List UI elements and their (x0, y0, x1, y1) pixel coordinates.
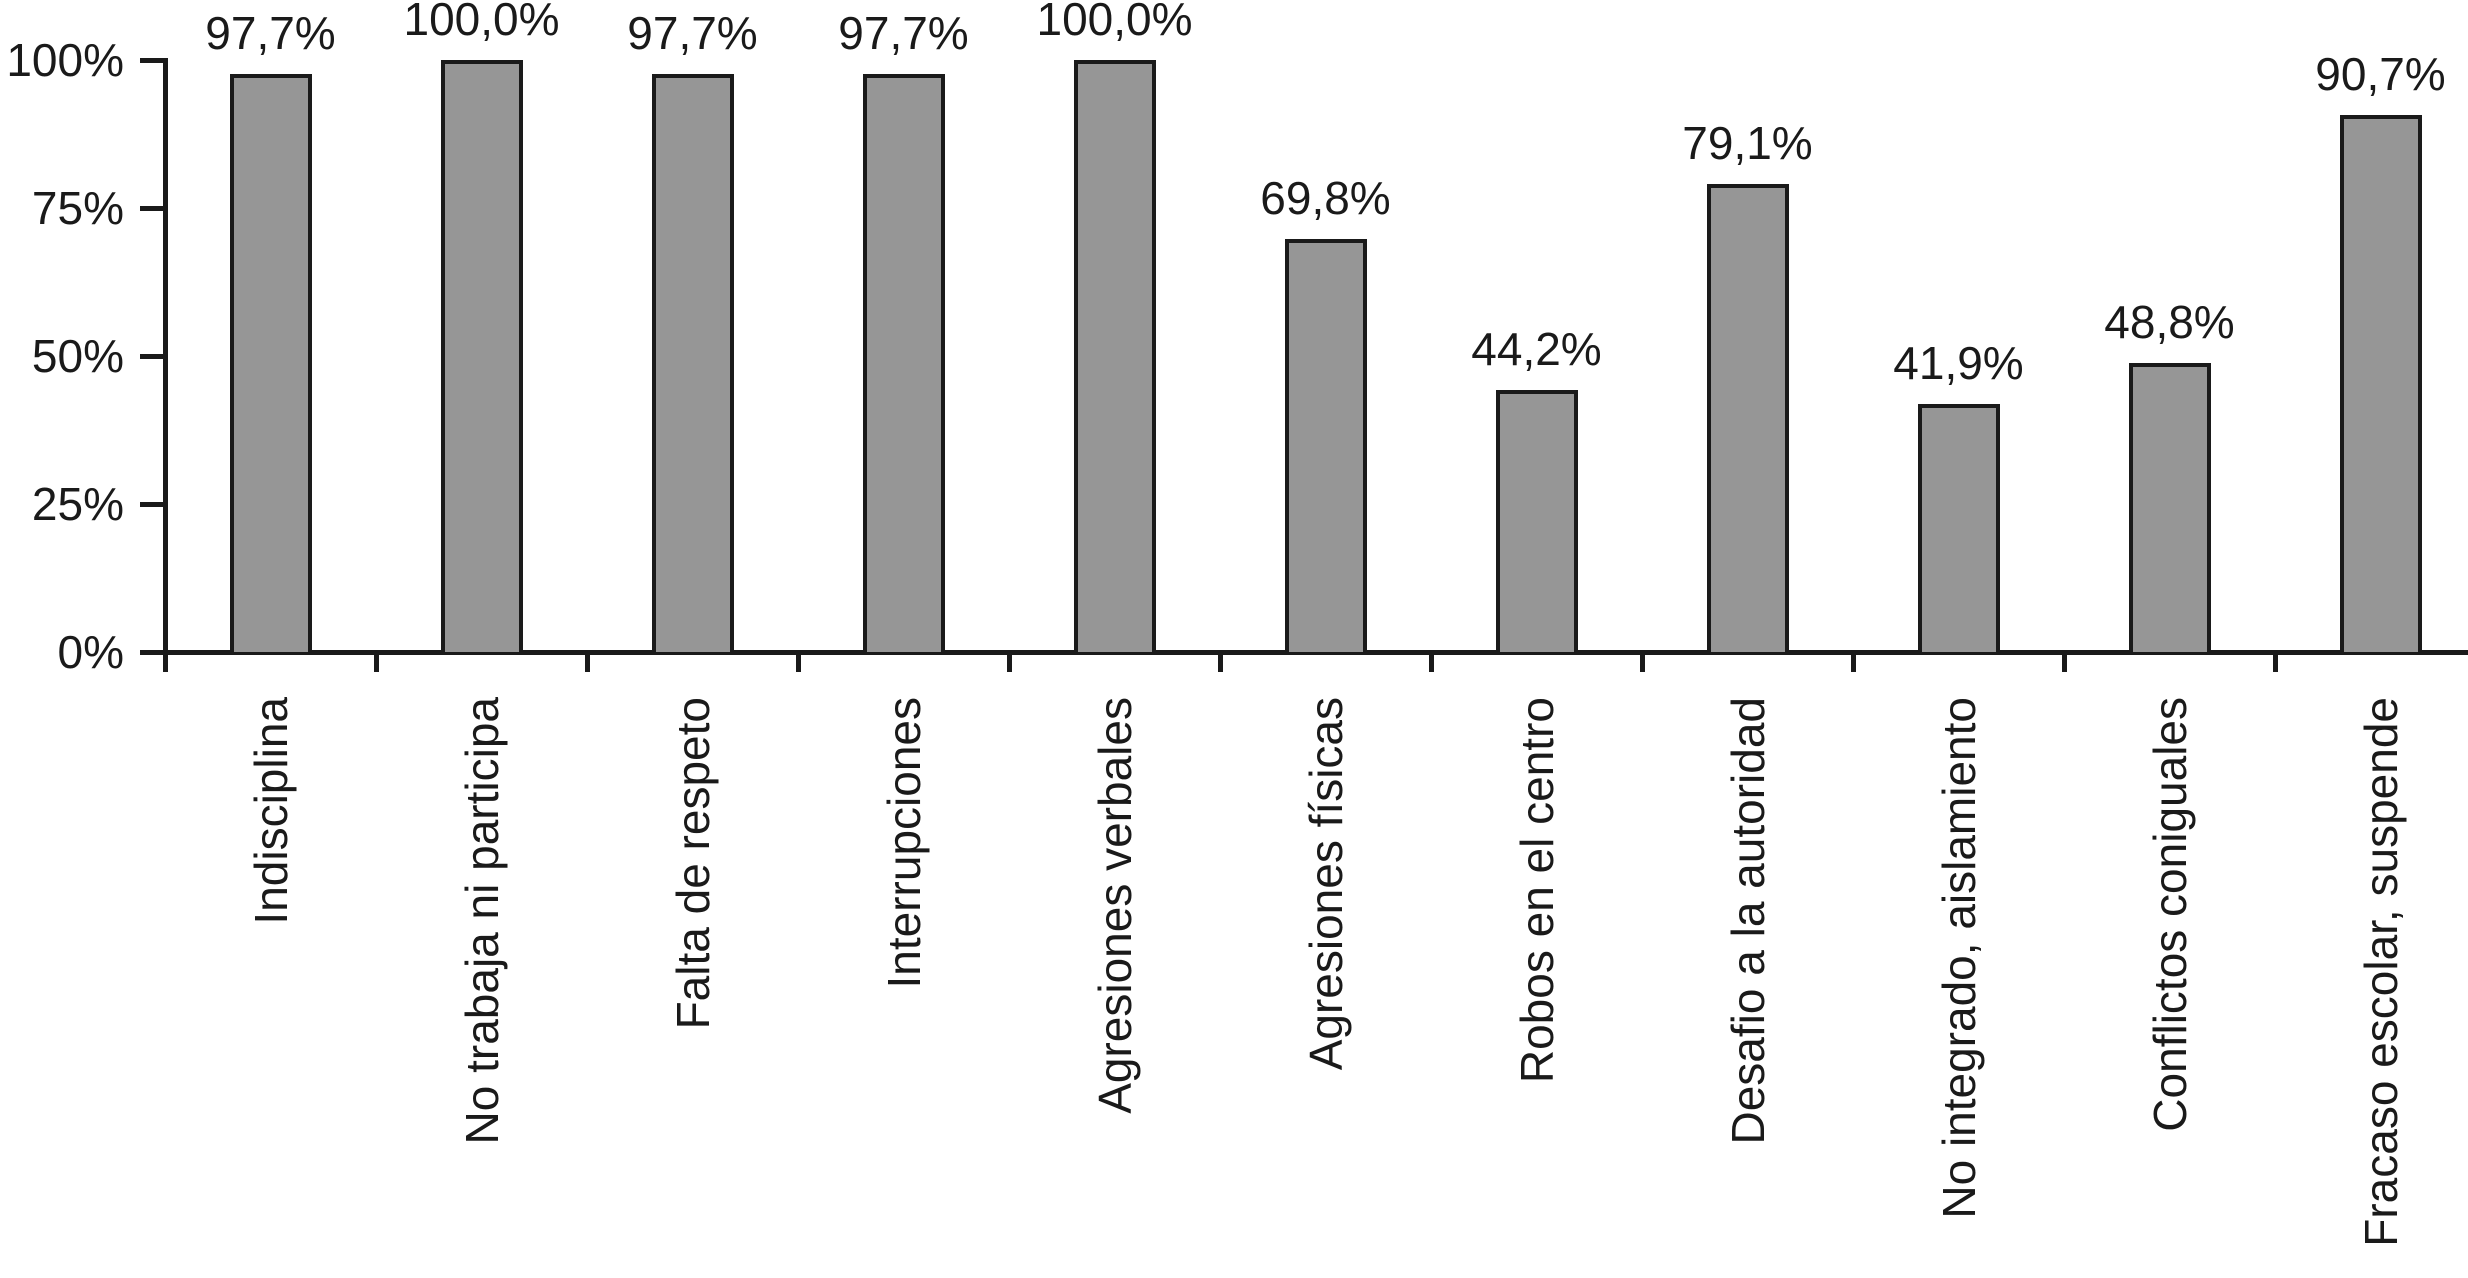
y-axis-line (163, 58, 168, 672)
x-axis-tick (1218, 652, 1223, 672)
bar-value-label: 97,7% (838, 6, 969, 59)
category-label: Falta de respeto (666, 697, 719, 1030)
x-axis-tick (2273, 652, 2278, 672)
bar-value-label: 41,9% (1893, 336, 2024, 389)
x-axis-tick (1851, 652, 1856, 672)
category-label: No trabaja ni participa (455, 697, 508, 1145)
bar-value-label: 97,7% (205, 6, 336, 59)
y-axis-tick (140, 206, 165, 211)
x-axis-tick (1429, 652, 1434, 672)
category-label: Fracaso escolar, suspende (2354, 697, 2407, 1247)
category-label: Interrupciones (877, 697, 930, 989)
y-tick-label: 100% (6, 34, 124, 86)
bar (2128, 363, 2211, 652)
bar (1706, 183, 1789, 652)
bar-value-label: 90,7% (2315, 48, 2446, 101)
y-tick-label: 25% (31, 478, 124, 530)
bar (1284, 238, 1367, 652)
bar (651, 73, 734, 652)
bar-value-label: 44,2% (1471, 323, 1602, 376)
x-axis-line (163, 650, 2468, 655)
y-tick-label: 50% (31, 330, 124, 382)
bar (1073, 60, 1156, 652)
x-axis-tick (1640, 652, 1645, 672)
bar-value-label: 69,8% (1260, 171, 1391, 224)
category-label: Agresiones físicas (1299, 697, 1352, 1071)
y-axis-tick (140, 58, 165, 63)
category-label: Conflictos coniguales (2143, 697, 2196, 1132)
bar (862, 73, 945, 652)
y-tick-label: 0% (57, 626, 124, 678)
category-label: Desafio a la autoridad (1721, 697, 1774, 1145)
bar-value-label: 100,0% (1036, 0, 1193, 45)
x-axis-tick (796, 652, 801, 672)
y-axis-tick (140, 354, 165, 359)
bar-value-label: 97,7% (627, 6, 758, 59)
bar-value-label: 79,1% (1682, 116, 1813, 169)
y-tick-label: 75% (31, 182, 124, 234)
category-label: No integrado, aislamiento (1932, 697, 1985, 1219)
x-axis-tick (1007, 652, 1012, 672)
y-axis-tick (140, 502, 165, 507)
x-axis-tick (585, 652, 590, 672)
y-axis-tick (140, 650, 165, 655)
bar-value-label: 100,0% (403, 0, 560, 45)
bar (2339, 115, 2422, 652)
bar (440, 60, 523, 652)
bar-value-label: 48,8% (2104, 296, 2235, 349)
category-label: Agresiones verbales (1088, 697, 1141, 1114)
bar (1495, 390, 1578, 652)
category-label: Robos en el centro (1510, 697, 1563, 1084)
category-label: Indisciplina (244, 697, 297, 925)
x-axis-tick (2062, 652, 2067, 672)
bar (1917, 403, 2000, 652)
bar (229, 73, 312, 652)
x-axis-tick (374, 652, 379, 672)
